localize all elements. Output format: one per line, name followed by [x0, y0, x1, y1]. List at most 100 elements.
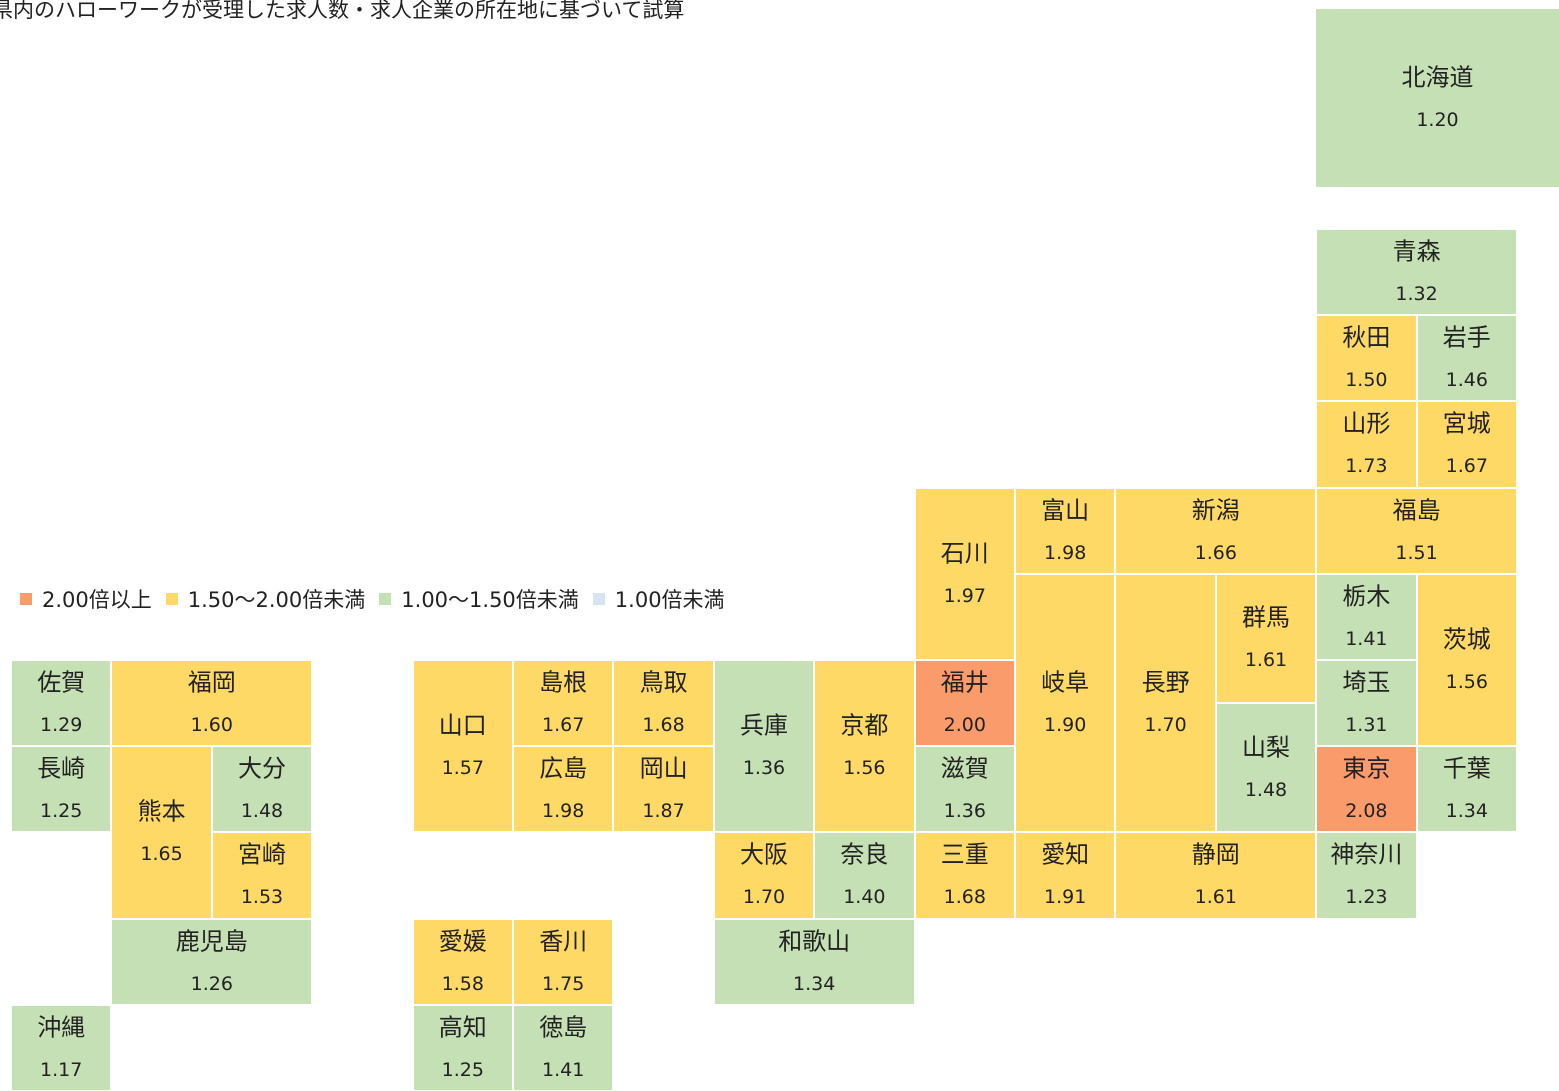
prefecture-name: 青森: [1392, 237, 1441, 266]
prefecture-tile: 鹿児島 1.26: [112, 919, 312, 1004]
prefecture-tile: 青森 1.32: [1317, 230, 1516, 315]
prefecture-tile: 静岡 1.61: [1116, 833, 1316, 918]
prefecture-name: 静岡: [1191, 840, 1240, 869]
prefecture-value: 1.32: [1395, 283, 1438, 306]
prefecture-tile: 高知 1.25: [413, 1005, 512, 1090]
prefecture-value: 1.61: [1194, 886, 1237, 909]
prefecture-value: 1.66: [1194, 541, 1237, 564]
prefecture-tile: 鳥取 1.68: [614, 661, 713, 746]
prefecture-tile: 栃木 1.41: [1317, 574, 1416, 659]
prefecture-name: 埼玉: [1342, 668, 1391, 697]
legend-item: 1.50～2.00倍未満: [165, 584, 366, 614]
prefecture-value: 1.65: [140, 843, 183, 866]
prefecture-tile: 福島 1.51: [1317, 488, 1516, 573]
prefecture-tile: 福井 2.00: [915, 661, 1014, 746]
legend-item: 1.00～1.50倍未満: [379, 584, 579, 614]
prefecture-name: 徳島: [539, 1013, 588, 1042]
prefecture-value: 1.61: [1244, 649, 1288, 672]
prefecture-tile: 徳島 1.41: [514, 1005, 613, 1090]
prefecture-value: 1.34: [793, 972, 836, 995]
prefecture-value: 1.51: [1395, 541, 1438, 564]
prefecture-name: 岐阜: [1041, 668, 1090, 697]
prefecture-tile: 岡山 1.87: [614, 747, 713, 832]
prefecture-name: 長崎: [37, 754, 86, 783]
prefecture-value: 1.31: [1345, 714, 1388, 737]
prefecture-tile: 島根 1.67: [514, 661, 613, 746]
prefecture-value: 1.58: [441, 972, 484, 995]
prefecture-name: 北海道: [1401, 63, 1474, 92]
prefecture-value: 1.56: [843, 757, 886, 780]
prefecture-name: 島根: [539, 668, 588, 697]
legend-label: 2.00倍以上: [42, 588, 152, 612]
prefecture-value: 1.48: [1244, 778, 1288, 801]
prefecture-name: 高知: [438, 1013, 487, 1042]
prefecture-tile: 広島 1.98: [514, 747, 613, 832]
prefecture-name: 三重: [940, 840, 989, 869]
prefecture-tile: 大阪 1.70: [714, 833, 814, 918]
prefecture-tile: 福岡 1.60: [112, 661, 312, 746]
prefecture-tile: 秋田 1.50: [1317, 316, 1416, 401]
prefecture-tile: 愛媛 1.58: [413, 919, 512, 1004]
prefecture-value: 1.36: [742, 757, 786, 780]
prefecture-value: 1.17: [40, 1058, 83, 1081]
legend-label: 1.50～2.00倍未満: [187, 588, 366, 612]
prefecture-tile: 岐阜 1.90: [1016, 574, 1115, 832]
prefecture-name: 愛媛: [438, 927, 487, 956]
prefecture-name: 滋賀: [940, 754, 989, 783]
prefecture-name: 栃木: [1342, 582, 1391, 611]
prefecture-value: 1.41: [1345, 627, 1388, 650]
prefecture-name: 岡山: [639, 754, 688, 783]
prefecture-value: 1.26: [190, 972, 233, 995]
prefecture-tile: 神奈川 1.23: [1317, 833, 1416, 918]
prefecture-tile: 佐賀 1.29: [12, 661, 111, 746]
prefecture-tile: 和歌山 1.34: [714, 919, 914, 1004]
prefecture-name: 福岡: [187, 668, 236, 697]
legend-label: 1.00～1.50倍未満: [401, 588, 579, 612]
prefecture-tile: 京都 1.56: [815, 661, 914, 832]
prefecture-tile: 埼玉 1.31: [1317, 661, 1416, 746]
prefecture-value: 1.25: [441, 1058, 484, 1081]
prefecture-tile: 石川 1.97: [915, 488, 1014, 659]
prefecture-tile: 沖縄 1.17: [12, 1005, 111, 1090]
prefecture-tile: 富山 1.98: [1016, 488, 1115, 573]
prefecture-tile: 香川 1.75: [514, 919, 613, 1004]
prefecture-value: 1.41: [542, 1058, 585, 1081]
prefecture-value: 1.29: [40, 714, 83, 737]
prefecture-tile: 北海道 1.20: [1316, 9, 1559, 187]
prefecture-name: 神奈川: [1330, 840, 1403, 869]
legend: 2.00倍以上 1.50～2.00倍未満 1.00～1.50倍未満 1.00倍未満: [20, 584, 725, 614]
prefecture-value: 1.98: [1044, 541, 1087, 564]
prefecture-value: 2.08: [1345, 800, 1388, 823]
prefecture-tile: 山形 1.73: [1317, 402, 1416, 487]
prefecture-name: 和歌山: [778, 927, 851, 956]
prefecture-name: 奈良: [840, 840, 889, 869]
prefecture-value: 1.34: [1445, 800, 1488, 823]
prefecture-tile: 兵庫 1.36: [714, 661, 814, 832]
prefecture-tile: 宮崎 1.53: [212, 833, 312, 918]
legend-swatch: [379, 593, 392, 605]
prefecture-value: 1.46: [1445, 369, 1488, 392]
prefecture-tile: 長崎 1.25: [12, 747, 111, 832]
prefecture-name: 鹿児島: [175, 927, 248, 956]
legend-swatch: [592, 593, 605, 605]
prefecture-value: 2.00: [943, 714, 986, 737]
prefecture-name: 大分: [237, 754, 286, 783]
prefecture-tile: 滋賀 1.36: [915, 747, 1014, 832]
prefecture-name: 富山: [1041, 496, 1090, 525]
prefecture-name: 群馬: [1241, 603, 1290, 632]
prefecture-value: 1.68: [642, 714, 685, 737]
prefecture-tile: 熊本 1.65: [112, 747, 211, 918]
prefecture-value: 1.25: [40, 800, 83, 823]
prefecture-name: 広島: [539, 754, 588, 783]
prefecture-name: 山梨: [1241, 733, 1290, 762]
prefecture-value: 1.98: [542, 800, 585, 823]
prefecture-value: 1.50: [1345, 369, 1388, 392]
prefecture-name: 熊本: [137, 797, 186, 826]
prefecture-name: 兵庫: [739, 711, 788, 740]
prefecture-tile: 愛知 1.91: [1016, 833, 1115, 918]
prefecture-name: 山口: [438, 711, 487, 740]
prefecture-tile: 岩手 1.46: [1417, 316, 1516, 401]
prefecture-value: 1.70: [1144, 714, 1187, 737]
prefecture-name: 福井: [940, 668, 989, 697]
prefecture-name: 香川: [539, 927, 588, 956]
